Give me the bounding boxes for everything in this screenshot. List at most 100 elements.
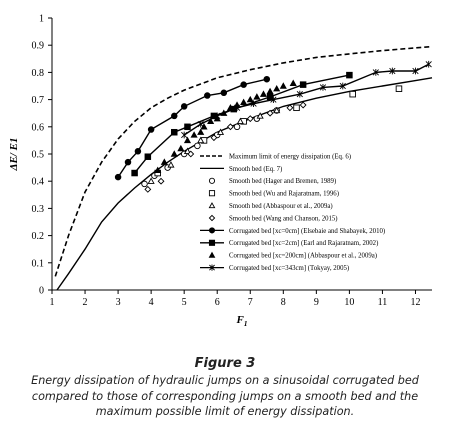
data-point	[289, 79, 297, 86]
x-tick-label: 10	[344, 297, 354, 308]
data-point	[171, 128, 178, 136]
y-tick-label: 0.8	[32, 68, 45, 79]
legend-label: Smooth bed (Eq. 7)	[229, 166, 282, 173]
x-tick-label: 2	[83, 297, 88, 308]
data-point	[147, 126, 155, 133]
legend-label: Smooth bed (Wang and Chanson, 2015)	[229, 215, 338, 222]
series-corrugated-bed-xc-343cm-tokyay-2005	[181, 60, 432, 139]
data-point	[131, 169, 138, 177]
x-tick-label: 6	[215, 297, 220, 308]
x-tick-label: 11	[378, 297, 388, 308]
data-point	[197, 128, 205, 135]
y-tick-label: 0.5	[32, 150, 45, 161]
ticks: 1 2 3 4 5 6 7 8 9 10 11 1200.10.20.30.40.50.60.70.8…	[32, 14, 421, 309]
data-point	[425, 60, 432, 68]
legend-swatch-marker	[208, 202, 216, 209]
legend-label: Smooth bed (Hager and Bremen, 1989)	[229, 178, 336, 185]
data-point	[273, 84, 281, 92]
data-point	[214, 112, 221, 120]
data-point	[187, 150, 195, 158]
y-tick-label: 0.2	[32, 231, 45, 242]
y-tick-label: 1	[39, 14, 44, 25]
data-point	[246, 115, 254, 123]
data-point	[286, 104, 294, 112]
data-point	[204, 92, 211, 99]
x-tick-label: 8	[281, 297, 286, 308]
data-point	[259, 90, 268, 97]
data-point	[339, 82, 346, 90]
data-point	[299, 101, 307, 109]
data-point	[170, 150, 178, 157]
legend-label: Corrugated bed [xc=200cm] (Abbaspour et …	[229, 253, 377, 260]
x-tick-label: 5	[182, 297, 187, 308]
x-axis-title: F1	[235, 314, 247, 328]
series-maximum-limit-of-energy-dissipation-eq-6	[54, 45, 433, 277]
data-point	[273, 106, 281, 114]
x-tick-label: 3	[116, 297, 121, 308]
data-point	[346, 71, 353, 79]
data-point	[256, 112, 264, 119]
data-point	[180, 103, 188, 110]
data-point	[253, 93, 261, 100]
legend-swatch-marker	[208, 239, 216, 246]
y-tick-label: 0.6	[32, 122, 45, 133]
data-point	[240, 81, 247, 88]
legend-swatch-marker	[208, 177, 216, 184]
legend-item: Smooth bed (Wang and Chanson, 2015)	[208, 214, 338, 222]
data-point	[200, 123, 208, 130]
legend-item: Smooth bed (Eq. 7)	[200, 166, 282, 173]
data-point	[389, 67, 396, 75]
data-point	[207, 117, 215, 125]
series-line	[183, 63, 430, 136]
legend: Maximum limit of energy dissipation (Eq.…	[200, 153, 385, 272]
y-tick-label: 0.7	[32, 95, 45, 106]
data-point	[177, 144, 185, 152]
data-point	[157, 177, 165, 185]
data-point	[299, 81, 307, 88]
legend-item: Corrugated bed [xc=343cm] (Tokyay, 2005)	[200, 264, 349, 272]
data-point	[183, 147, 192, 154]
data-point	[233, 123, 241, 131]
series-corrugated-bed-xc-0cm-elsebaie-and-shaba	[114, 75, 271, 181]
data-point	[296, 90, 303, 98]
legend-swatch-marker	[209, 264, 215, 271]
data-point	[293, 104, 300, 112]
y-tick-label: 0.4	[32, 177, 45, 188]
legend-item: Corrugated bed [xc=2cm] (Earl and Rajara…	[200, 239, 378, 247]
legend-item: Maximum limit of energy dissipation (Eq.…	[200, 153, 351, 160]
data-point	[160, 158, 168, 165]
figure-title: Figure 3	[194, 356, 256, 371]
data-point	[197, 136, 205, 144]
data-point	[279, 82, 287, 89]
data-point	[395, 85, 403, 92]
x-axis-title-sub: 1	[244, 319, 248, 328]
data-point	[319, 84, 327, 91]
x-axis-title-main: F	[235, 314, 244, 326]
series-smooth-bed-abbaspour-et-al-2009a	[147, 106, 281, 184]
legend-item: Corrugated bed [xc=200cm] (Abbaspour et …	[208, 251, 377, 260]
legend-label: Corrugated bed [xc=343cm] (Tokyay, 2005)	[229, 265, 349, 272]
data-point	[141, 180, 148, 188]
data-point	[349, 90, 356, 98]
legend-swatch-marker	[208, 227, 216, 234]
x-tick-label: 7	[248, 297, 253, 308]
data-point	[184, 123, 191, 131]
data-point	[412, 67, 419, 75]
data-point	[372, 69, 379, 76]
legend-label: Corrugated bed [xc=2cm] (Earl and Rajara…	[229, 240, 378, 247]
legend-item: Smooth bed (Abbaspour et al., 2009a)	[208, 202, 333, 210]
data-point	[246, 95, 254, 103]
data-point	[124, 158, 132, 166]
legend-item: Smooth bed (Hager and Bremen, 1989)	[208, 177, 336, 185]
data-point	[270, 96, 277, 103]
y-tick-label: 0	[39, 286, 44, 297]
legend-swatch-marker	[208, 190, 216, 197]
data-point	[167, 161, 175, 168]
chart: 1 2 3 4 5 6 7 8 9 10 11 1200.10.20.30.40.50.60.70.8…	[8, 14, 433, 328]
data-point	[194, 142, 201, 150]
data-point	[114, 173, 122, 181]
data-point	[144, 185, 152, 193]
y-axis-title: ΔE/ E1	[8, 138, 20, 172]
data-point	[226, 123, 234, 131]
data-point	[171, 112, 178, 120]
